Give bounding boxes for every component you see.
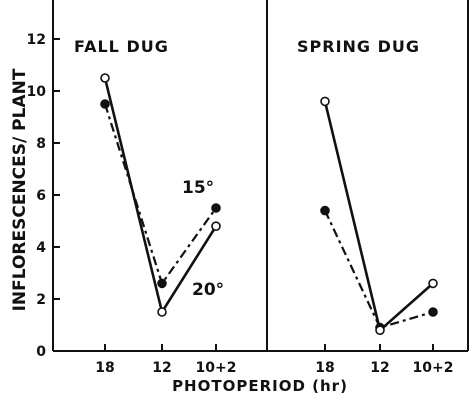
series-line-filled [324, 210, 434, 329]
x-tick-label: 18 [95, 360, 114, 376]
data-point-filled [100, 99, 110, 109]
data-point-open [428, 278, 438, 289]
data-point-open [375, 325, 385, 336]
data-point-filled [211, 203, 221, 213]
x-tick-label: 10+2 [196, 360, 237, 376]
data-point-filled [428, 307, 438, 317]
data-point-open [320, 96, 330, 107]
x-tick-label: 10+2 [413, 360, 454, 376]
data-point-filled [320, 205, 330, 216]
panel-title-fall-dug: FALL DUG [74, 37, 169, 56]
plot-frame [52, 0, 469, 352]
data-point-open [211, 221, 221, 231]
series-label-20: 20° [192, 280, 224, 300]
data-point-filled [157, 278, 167, 289]
y-tick-label: 4 [36, 240, 46, 256]
x-axis-ticks: 18 12 10+2 18 12 10+2 [95, 344, 453, 376]
y-tick-label: 0 [36, 344, 46, 360]
y-tick-label: 6 [36, 188, 46, 204]
series-line-open [323, 101, 434, 332]
y-tick-label: 12 [27, 32, 46, 48]
series-label-15: 15° [182, 178, 214, 198]
y-tick-label: 2 [36, 292, 46, 308]
y-tick-label: 8 [36, 136, 46, 152]
y-axis-ticks: 0 2 4 6 8 10 12 [27, 32, 60, 360]
x-tick-label: 12 [152, 360, 171, 376]
data-point-open [100, 73, 110, 83]
x-tick-label: 12 [370, 360, 389, 376]
series-layer [100, 73, 438, 336]
y-axis-label: INFLORESCENCES/ PLANT [10, 68, 30, 311]
x-axis-label: PHOTOPERIOD (hr) [172, 377, 348, 395]
panel-title-spring-dug: SPRING DUG [297, 37, 420, 56]
data-point-open [157, 307, 167, 317]
y-tick-label: 10 [27, 84, 47, 100]
x-tick-label: 18 [315, 360, 334, 376]
